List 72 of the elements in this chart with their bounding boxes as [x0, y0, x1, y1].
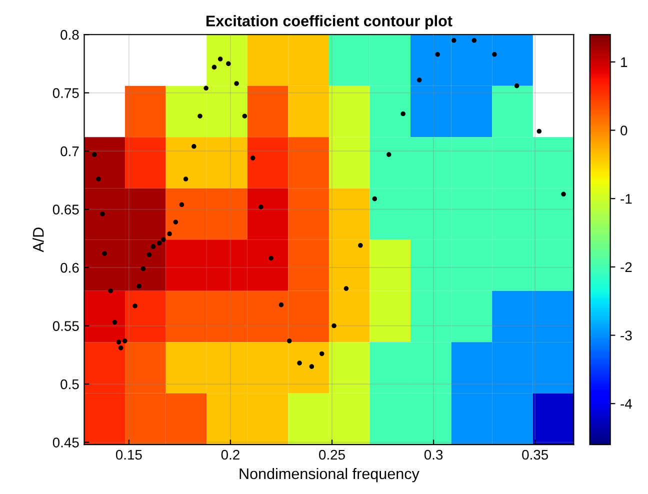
point [140, 266, 146, 272]
color-bar-label: -1 [620, 194, 632, 204]
point [116, 340, 122, 344]
y-tick-label: 0.75 [52, 88, 79, 98]
point [472, 38, 477, 43]
color-bar-label: -4 [620, 399, 632, 409]
point [136, 284, 142, 289]
point [96, 176, 101, 182]
point [156, 240, 162, 246]
point [358, 243, 363, 248]
x-tick-label: 0.3 [424, 450, 443, 460]
point [122, 338, 128, 344]
x-tick-label: 0.15 [116, 450, 142, 460]
point [179, 202, 184, 208]
point [132, 304, 138, 308]
x-tick-label: 0.35 [522, 450, 548, 460]
point [372, 196, 378, 202]
point [492, 52, 497, 57]
point [309, 364, 314, 369]
point [161, 237, 166, 242]
point [204, 86, 208, 91]
point [198, 114, 202, 119]
y-tick-label: 0.55 [52, 321, 79, 331]
point [92, 152, 97, 157]
point [242, 114, 248, 119]
point [386, 152, 392, 157]
point [102, 251, 107, 256]
x-axis-title: Nondimensional frequency [240, 468, 420, 482]
point [416, 78, 422, 82]
point [536, 128, 542, 134]
point [173, 220, 178, 225]
point [167, 231, 172, 236]
point [400, 111, 406, 116]
point [451, 38, 456, 43]
color-bar-label: 0 [620, 126, 628, 136]
y-tick-label: 0.5 [60, 379, 79, 390]
y-tick-label: 0.65 [52, 204, 79, 214]
point [286, 338, 292, 344]
point [212, 64, 217, 70]
color-bar-label: 1 [621, 57, 628, 67]
y-tick-label: 0.45 [52, 438, 79, 448]
point [100, 212, 105, 216]
point [268, 256, 274, 261]
point [226, 61, 231, 66]
point [332, 323, 336, 328]
point [218, 56, 223, 62]
point [118, 346, 124, 350]
y-tick-label: 0.6 [60, 262, 79, 273]
point [234, 81, 239, 86]
point [514, 83, 520, 88]
chart-title: Excitation coefficient contour plot [206, 15, 452, 30]
point [344, 286, 349, 291]
y-axis-title: A/D [32, 228, 44, 252]
point [297, 360, 302, 366]
point [319, 351, 324, 356]
x-tick-label: 0.25 [319, 450, 345, 460]
point [183, 176, 188, 182]
point [278, 302, 284, 308]
point [108, 288, 114, 294]
color-bar-label: -2 [620, 262, 632, 272]
point [435, 52, 440, 57]
point [146, 252, 152, 258]
y-tick-label: 0.8 [60, 30, 79, 40]
point [250, 156, 256, 160]
point [561, 192, 566, 197]
y-tick-label: 0.7 [60, 146, 79, 156]
point [192, 144, 196, 149]
point [112, 320, 118, 325]
color-bar-label: -3 [620, 330, 632, 340]
point [258, 204, 264, 210]
point [150, 244, 156, 249]
x-tick-label: 0.2 [221, 450, 240, 460]
